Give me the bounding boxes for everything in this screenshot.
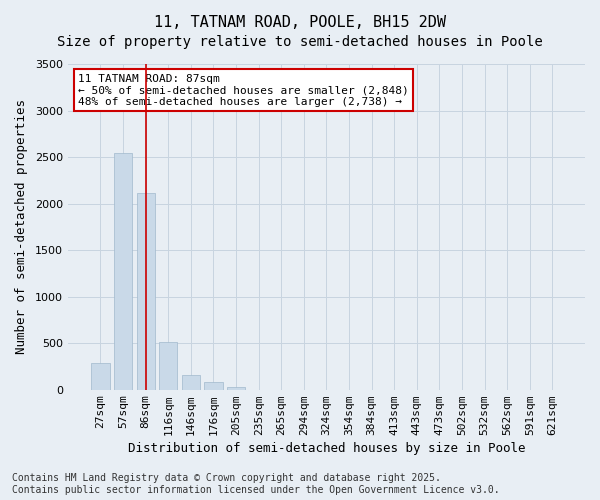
Bar (159, 342, 178, 390)
Bar (227, 387, 245, 390)
Bar (91, 362, 110, 390)
X-axis label: Distribution of semi-detached houses by size in Poole: Distribution of semi-detached houses by … (128, 442, 525, 455)
Text: Contains HM Land Registry data © Crown copyright and database right 2025.
Contai: Contains HM Land Registry data © Crown c… (12, 474, 500, 495)
Bar (182, 376, 200, 390)
Text: 11, TATNAM ROAD, POOLE, BH15 2DW: 11, TATNAM ROAD, POOLE, BH15 2DW (154, 15, 446, 30)
Bar (137, 193, 155, 390)
Text: Size of property relative to semi-detached houses in Poole: Size of property relative to semi-detach… (57, 35, 543, 49)
Bar (114, 154, 132, 390)
Text: 11 TATNAM ROAD: 87sqm
← 50% of semi-detached houses are smaller (2,848)
48% of s: 11 TATNAM ROAD: 87sqm ← 50% of semi-deta… (78, 74, 409, 107)
Y-axis label: Number of semi-detached properties: Number of semi-detached properties (15, 100, 28, 354)
Bar (205, 382, 223, 390)
